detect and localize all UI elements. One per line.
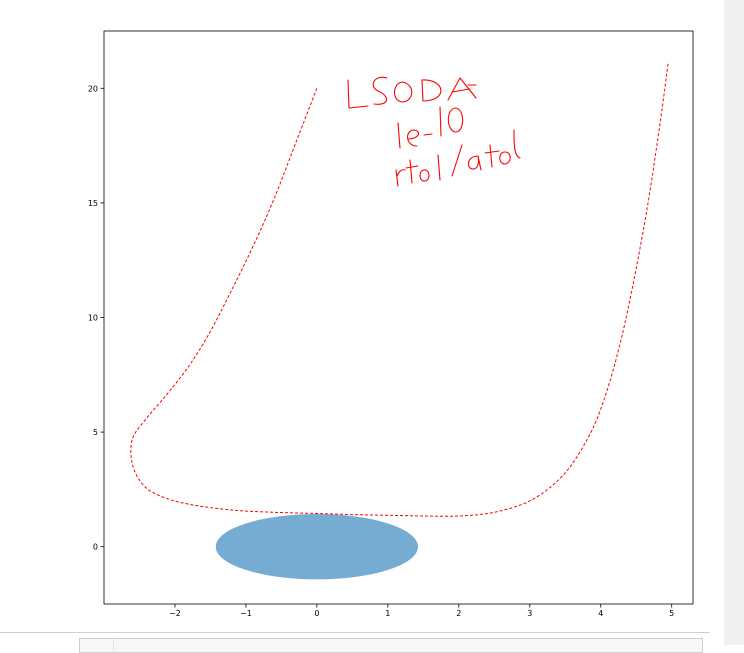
x-tick-label: 3 [527,609,532,618]
series-line [130,63,669,517]
annotation-letter-l2 [437,154,441,181]
annotation-dash [423,133,433,136]
y-axis-ticks: 0 5 10 15 20 [88,84,104,552]
annotation-letter-r [395,169,406,187]
annotation-letter-t [405,159,419,184]
annotation-digit-0 [447,107,464,133]
handwritten-annotation [347,76,521,187]
plot-area-background [104,31,693,604]
x-tick-label: 1 [385,609,390,618]
circle-patch [215,514,419,580]
annotation-letter-t2 [484,144,500,168]
y-tick-label: 20 [88,84,98,93]
annotation-digit-1b [439,106,442,137]
annotation-letter-a [447,77,477,101]
x-tick-label: 4 [598,609,603,618]
next-notebook-cell [0,632,710,653]
annotation-letter-o2 [419,169,430,182]
annotation-letter-d [421,79,442,102]
annotation-digit-1 [397,122,401,149]
next-cell-input[interactable] [79,638,703,653]
annotation-letter-a2 [467,155,482,171]
x-tick-label: 5 [669,609,674,618]
plot-area-frame [103,30,694,605]
x-tick-label: 2 [456,609,461,618]
x-tick-label: −1 [240,609,252,618]
annotation-slash [451,144,463,177]
annotation-letter-s [372,76,388,105]
x-tick-label: −2 [169,609,181,618]
plot-figure: −2 −1 0 1 2 3 4 5 0 5 10 15 20 [88,30,694,618]
y-tick-label: 10 [88,314,98,323]
annotation-letter-l [347,79,369,109]
annotation-letter-e [407,129,420,147]
y-tick-label: 5 [93,428,98,437]
y-tick-label: 0 [93,543,98,552]
annotation-letter-o [393,81,413,103]
x-tick-label: 0 [314,609,319,618]
y-tick-label: 15 [88,199,98,208]
scrollbar-track[interactable] [724,0,744,645]
x-axis-ticks: −2 −1 0 1 2 3 4 5 [169,604,674,618]
annotation-letter-o3 [499,151,511,165]
annotation-letter-l3 [513,129,521,159]
